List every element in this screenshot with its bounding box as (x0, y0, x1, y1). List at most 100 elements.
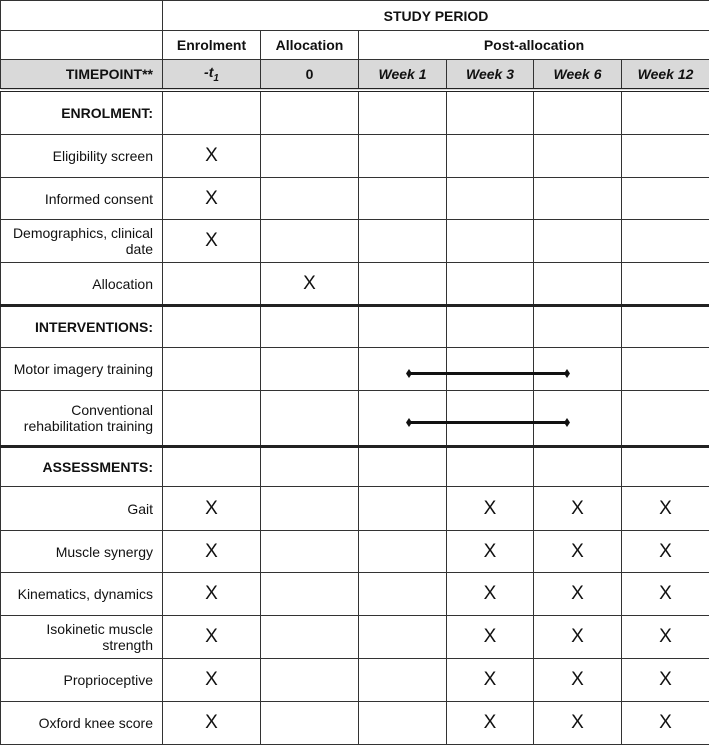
table-row: Conventional rehabilitation training (0, 390, 709, 447)
conventional-rehab-duration-bar (409, 421, 567, 424)
x-mark: X (446, 701, 534, 745)
schedule-cell (620, 134, 709, 178)
timepoint-week6: Week 6 (533, 59, 622, 90)
schedule-cell (260, 572, 359, 616)
x-mark: X (620, 486, 709, 531)
x-mark: X (533, 658, 622, 702)
motor-imagery-duration-bar (409, 372, 567, 375)
study-period-header: STUDY PERIOD (161, 0, 709, 31)
schedule-cell (358, 615, 447, 659)
x-mark: X (162, 701, 261, 745)
schedule-cell (162, 87, 261, 135)
schedule-cell (533, 87, 622, 135)
schedule-cell (446, 87, 534, 135)
table-row: Proprioceptive X X X X (0, 658, 709, 702)
x-mark: X (446, 658, 534, 702)
schedule-cell (260, 347, 359, 391)
schedule-cell (358, 486, 447, 531)
schedule-cell (162, 304, 261, 348)
x-mark: X (446, 486, 534, 531)
x-mark: X (162, 658, 261, 702)
table-row: Kinematics, dynamics X X X X (0, 572, 709, 616)
phase-enrolment: Enrolment (162, 30, 261, 60)
schedule-cell (533, 445, 622, 487)
schedule-cell (358, 530, 447, 573)
x-mark: X (446, 615, 534, 659)
schedule-cell (358, 445, 447, 487)
schedule-cell (358, 134, 447, 178)
schedule-cell (260, 445, 359, 487)
x-mark: X (162, 572, 261, 616)
schedule-cell (446, 304, 534, 348)
timepoint-label: TIMEPOINT** (0, 59, 163, 90)
table-row: Isokinetic muscle strength X X X X (0, 615, 709, 659)
row-label: Isokinetic muscle strength (0, 615, 163, 659)
schedule-cell (162, 390, 261, 447)
x-mark: X (446, 572, 534, 616)
x-mark: X (620, 658, 709, 702)
schedule-cell (260, 615, 359, 659)
section-title: ASSESSMENTS: (0, 445, 163, 487)
table-row: Informed consent X (0, 177, 709, 220)
schedule-cell (620, 177, 709, 220)
timepoint-week1: Week 1 (358, 59, 447, 90)
schedule-cell (260, 219, 359, 263)
x-mark: X (533, 701, 622, 745)
row-label: Kinematics, dynamics (0, 572, 163, 616)
row-label: Conventional rehabilitation training (0, 390, 163, 447)
schedule-cell (446, 219, 534, 263)
x-mark: X (533, 530, 622, 573)
schedule-cell (620, 262, 709, 306)
schedule-cell (358, 390, 447, 447)
row-label: Oxford knee score (0, 701, 163, 745)
section-row: ENROLMENT: (0, 87, 709, 135)
schedule-cell (620, 390, 709, 447)
phase-allocation: Allocation (260, 30, 359, 60)
x-mark: X (162, 615, 261, 659)
schedule-cell (358, 347, 447, 391)
corner-cell (0, 30, 163, 60)
x-mark: X (533, 615, 622, 659)
schedule-cell (533, 134, 622, 178)
schedule-cell (533, 390, 622, 447)
schedule-cell (620, 219, 709, 263)
x-mark: X (620, 530, 709, 573)
x-mark: X (162, 486, 261, 531)
corner-cell (0, 0, 163, 31)
row-label: Informed consent (0, 177, 163, 220)
x-mark: X (533, 486, 622, 531)
schedule-cell (358, 219, 447, 263)
schedule-cell (446, 347, 534, 391)
section-row: INTERVENTIONS: (0, 304, 709, 348)
x-mark: X (620, 572, 709, 616)
table-row: Motor imagery training (0, 347, 709, 391)
schedule-cell (533, 219, 622, 263)
section-row: ASSESSMENTS: (0, 445, 709, 487)
x-mark: X (162, 177, 261, 220)
x-mark: X (260, 262, 359, 306)
row-label: Demographics, clinical date (0, 219, 163, 263)
schedule-cell (162, 262, 261, 306)
schedule-cell (533, 262, 622, 306)
x-mark: X (162, 219, 261, 263)
schedule-cell (358, 572, 447, 616)
schedule-cell (260, 304, 359, 348)
schedule-cell (446, 134, 534, 178)
schedule-cell (620, 347, 709, 391)
schedule-cell (358, 658, 447, 702)
timepoint-allocation: 0 (260, 59, 359, 90)
table-row: Gait X X X X (0, 486, 709, 531)
schedule-cell (358, 304, 447, 348)
schedule-cell (260, 701, 359, 745)
schedule-cell (260, 177, 359, 220)
x-mark: X (162, 134, 261, 178)
schedule-cell (446, 177, 534, 220)
row-label: Proprioceptive (0, 658, 163, 702)
schedule-cell (358, 177, 447, 220)
row-label: Eligibility screen (0, 134, 163, 178)
schedule-cell (358, 262, 447, 306)
row-label: Gait (0, 486, 163, 531)
schedule-cell (260, 134, 359, 178)
schedule-cell (446, 445, 534, 487)
